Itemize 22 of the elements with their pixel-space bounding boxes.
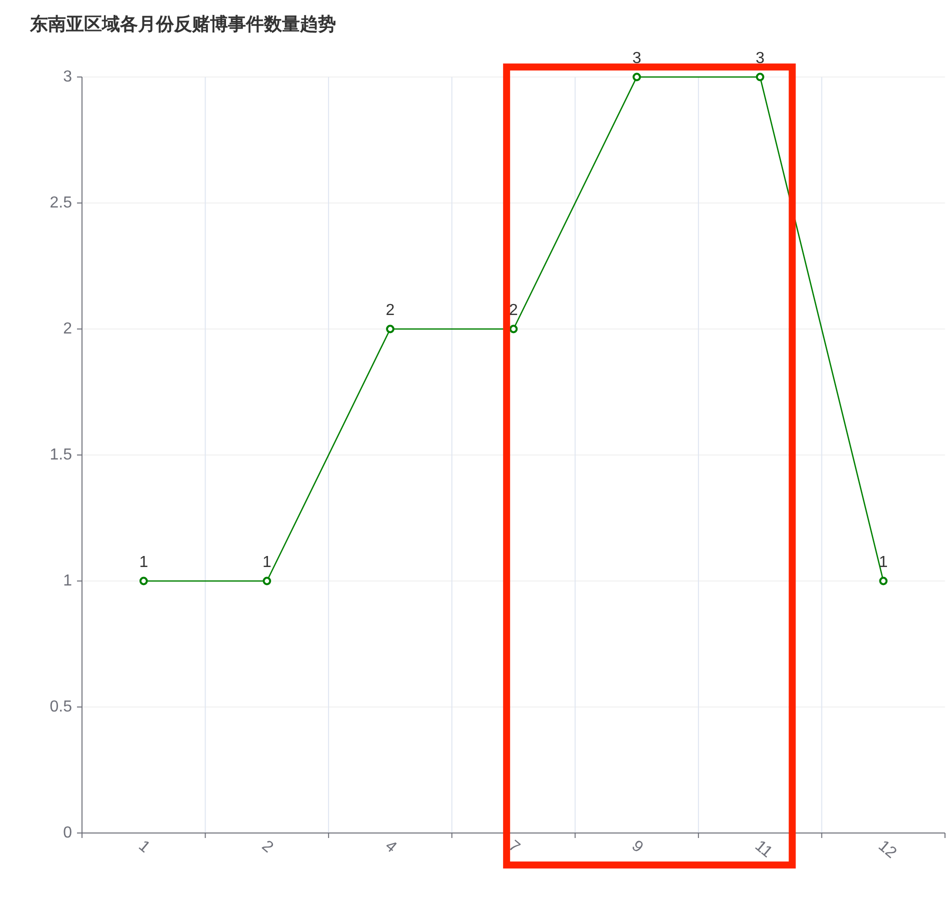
y-tick-label: 3 — [63, 68, 72, 86]
x-tick-label: 1 — [135, 838, 153, 856]
y-tick-label: 2 — [63, 320, 72, 338]
y-tick-label: 2.5 — [50, 194, 72, 212]
data-label: 1 — [878, 554, 888, 571]
data-label: 1 — [139, 554, 148, 571]
y-tick-label: 1.5 — [50, 446, 72, 464]
y-tick-label: 0.5 — [50, 698, 72, 716]
x-tick-label: 7 — [505, 838, 523, 856]
data-label: 3 — [756, 50, 765, 67]
y-tick-label: 1 — [63, 572, 72, 590]
y-tick-label: 0 — [63, 824, 72, 842]
data-label: 1 — [262, 554, 272, 571]
x-tick-label: 4 — [382, 838, 400, 856]
title: 东南亚区域各月份反赌博事件数量趋势 — [30, 14, 336, 34]
x-tick-label: 12 — [874, 838, 900, 862]
x-tick-label: 9 — [628, 838, 646, 856]
data-label: 2 — [386, 302, 395, 319]
data-label: 2 — [509, 302, 518, 319]
x-tick-label: 11 — [752, 838, 776, 862]
x-tick-label: 2 — [258, 838, 276, 856]
data-label: 3 — [632, 50, 642, 67]
